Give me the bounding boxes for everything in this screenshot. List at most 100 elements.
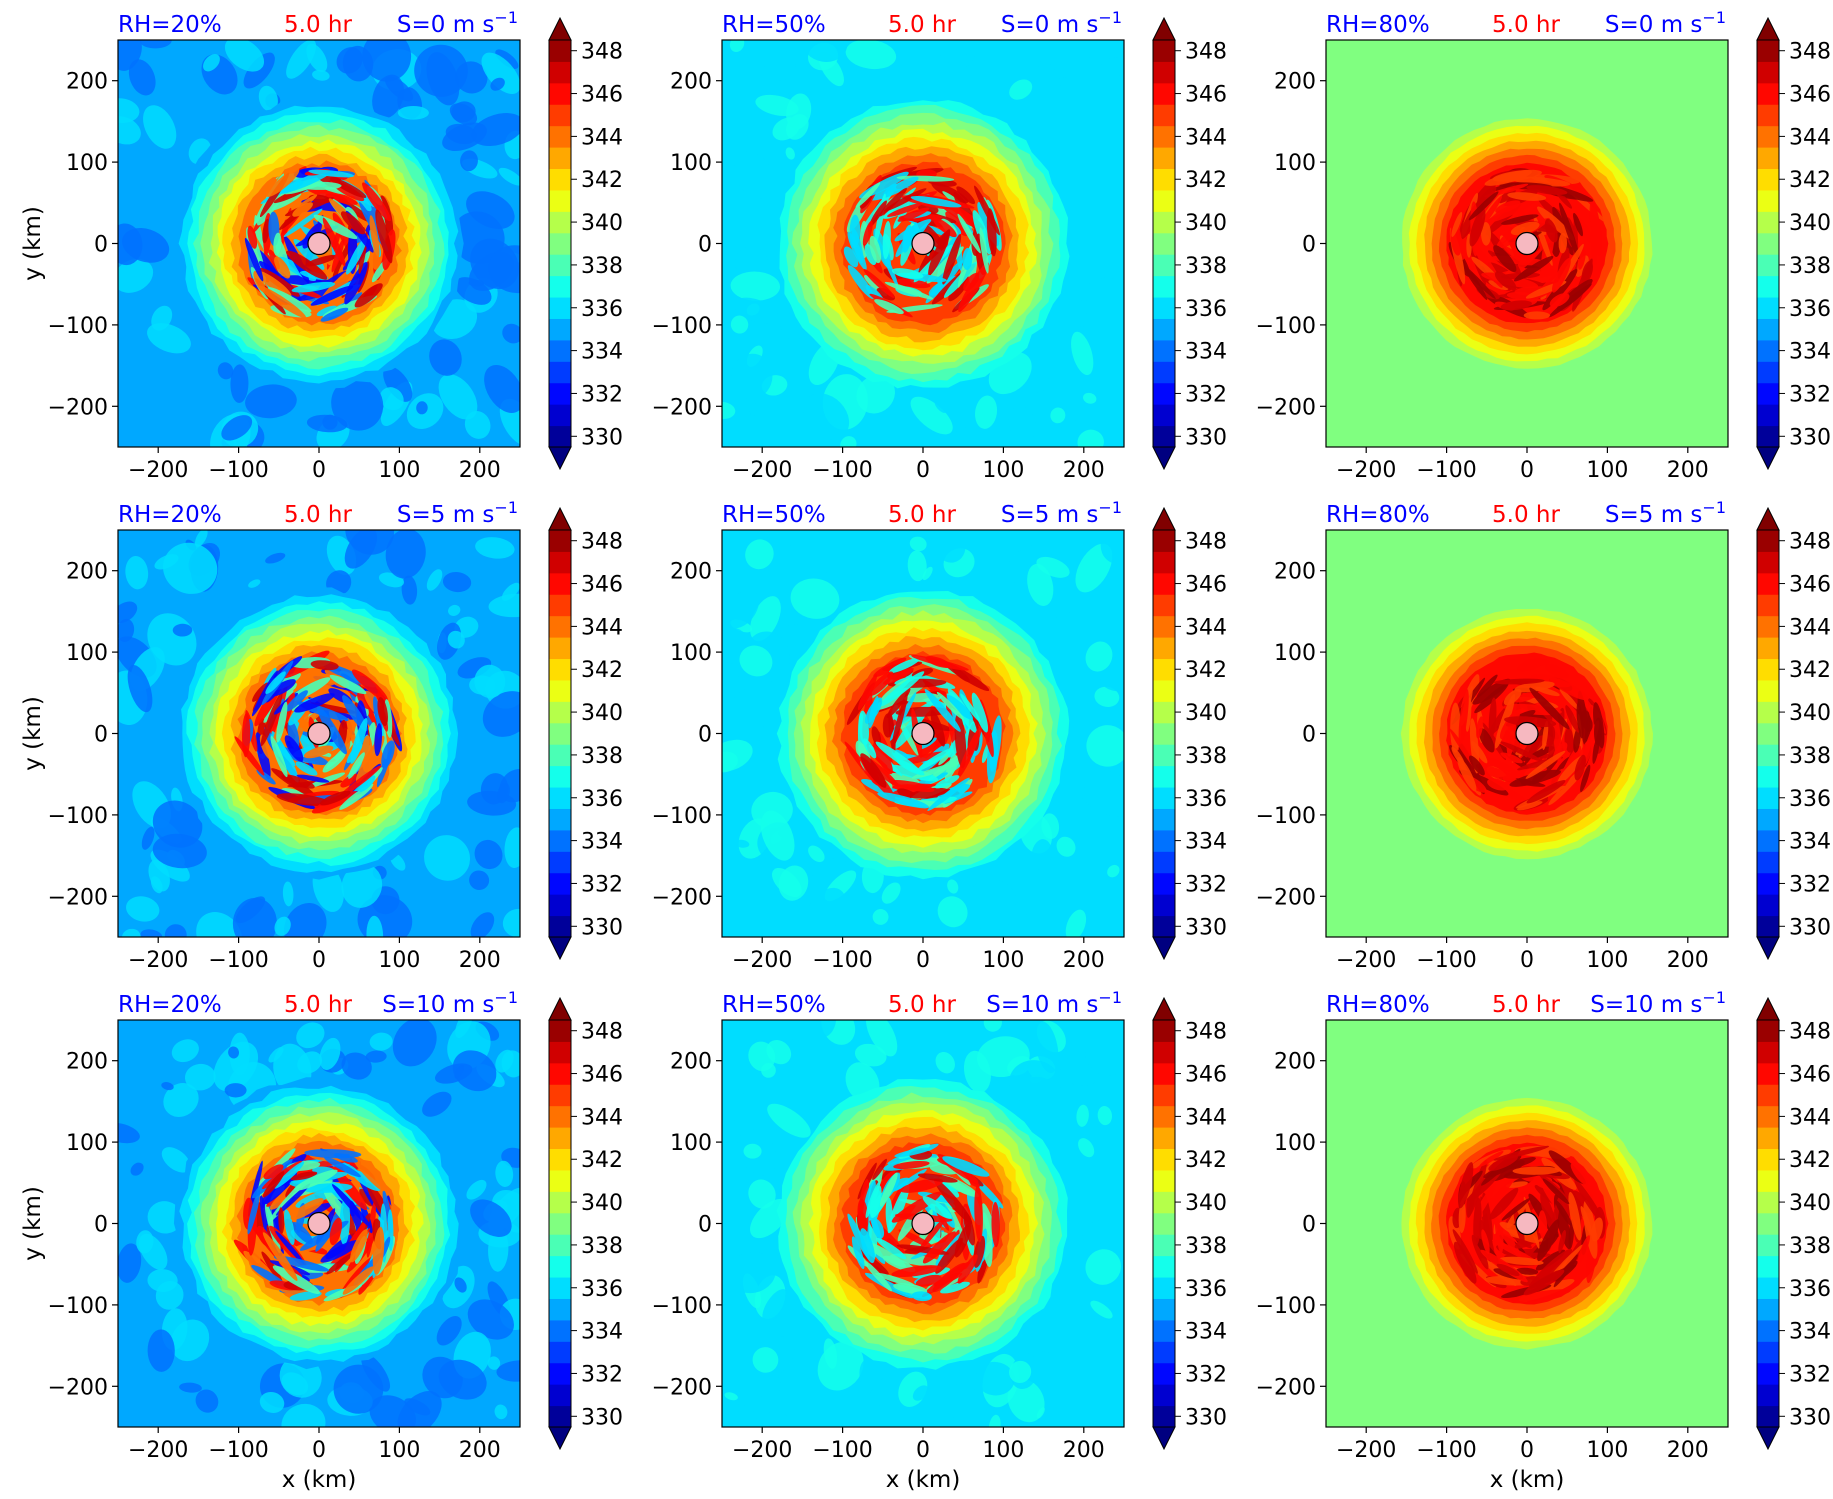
spiral-band — [372, 1226, 385, 1275]
colorbar-segment — [1757, 1319, 1779, 1342]
colorbar-segment — [1153, 894, 1175, 917]
colorbar-segment — [1757, 851, 1779, 874]
spiral-band — [373, 696, 383, 731]
spiral-band — [898, 1229, 934, 1249]
colorbar-segment — [549, 872, 571, 895]
colorbar-tick-label: 336 — [581, 297, 623, 322]
spiral-band — [1578, 249, 1586, 270]
spiral-band — [1498, 188, 1516, 204]
spiral-band — [284, 1209, 295, 1246]
environment-blob — [127, 664, 153, 713]
colorbar-tick-label: 338 — [1789, 254, 1831, 279]
environment-blob — [296, 1022, 325, 1049]
colorbar-segment — [1153, 744, 1175, 767]
environment-blob — [140, 929, 163, 937]
spiral-band — [329, 177, 367, 198]
spiral-band — [1535, 686, 1560, 697]
environment-blob — [229, 1032, 250, 1076]
colorbar-tick-label: 342 — [581, 168, 623, 193]
environment-blob — [935, 530, 966, 563]
y-tick-label: −100 — [652, 804, 712, 829]
spiral-band — [1492, 169, 1542, 182]
environment-blob — [438, 1359, 487, 1400]
spiral-band — [875, 741, 922, 775]
environment-blob — [217, 362, 234, 380]
spiral-band — [316, 305, 337, 317]
spiral-band — [888, 1183, 905, 1216]
environment-blob — [823, 1338, 838, 1369]
spiral-band — [924, 689, 961, 732]
environment-blob — [1036, 556, 1070, 578]
spiral-band — [331, 1184, 372, 1228]
colorbar-segment — [1153, 297, 1175, 319]
colorbar-segment — [1153, 125, 1175, 148]
colorbar-tick-label: 340 — [1185, 701, 1227, 726]
colorbar-segment — [1153, 787, 1175, 809]
spiral-band — [351, 669, 388, 702]
spiral-band — [1500, 300, 1532, 311]
colorbar-tick-label: 336 — [1185, 1277, 1227, 1302]
colorbar-segment — [1153, 808, 1175, 831]
environment-blob — [828, 1073, 845, 1087]
environment-blob — [141, 826, 155, 850]
environment-blob — [414, 44, 468, 97]
spiral-band — [960, 693, 981, 723]
y-tick-label: −200 — [48, 1375, 108, 1400]
colorbar-segment — [1153, 1041, 1175, 1064]
spiral-band — [289, 1291, 322, 1301]
environment-blob — [1100, 654, 1124, 692]
colorbar-segment — [1757, 572, 1779, 595]
spiral-band — [889, 176, 919, 192]
colorbar-tick-label: 346 — [581, 83, 623, 108]
spiral-band — [1493, 678, 1545, 685]
colorbar-segment — [1153, 572, 1175, 595]
colorbar-extend-bottom — [1152, 446, 1176, 471]
colorbar-segment — [549, 787, 571, 809]
spiral-band — [986, 208, 997, 257]
spiral-band — [1570, 1163, 1588, 1186]
colorbar-tick-label: 340 — [581, 1191, 623, 1216]
x-tick-label: 100 — [378, 948, 420, 973]
spiral-band — [849, 214, 861, 249]
environment-blob — [909, 536, 927, 552]
spiral-band — [1455, 258, 1496, 300]
spiral-band — [1453, 1241, 1477, 1284]
colorbar-segment — [1757, 318, 1779, 341]
colorbar-segment — [1153, 1277, 1175, 1299]
environment-blob — [778, 865, 809, 901]
environment-blob — [265, 552, 286, 564]
spiral-band — [290, 1198, 324, 1220]
colorbar-segment — [1153, 1191, 1175, 1214]
spiral-band — [894, 1147, 932, 1158]
panel-title-time: 5.0 hr — [1492, 502, 1560, 528]
colorbar-segment — [1153, 551, 1175, 574]
colorbar-segment — [1757, 1362, 1779, 1385]
environment-blob — [392, 1020, 437, 1067]
colorbar-segment — [1757, 1062, 1779, 1085]
environment-blob — [1041, 813, 1060, 840]
environment-blob — [224, 1083, 247, 1098]
environment-blob — [170, 1319, 210, 1362]
environment-blob — [817, 557, 833, 573]
y-tick-label: 0 — [1302, 723, 1316, 748]
y-tick-label: −200 — [1256, 395, 1316, 420]
x-tick-label: 100 — [1586, 948, 1628, 973]
spiral-band — [1487, 778, 1509, 791]
colorbar-segment — [549, 551, 571, 574]
environment-blob — [1007, 1379, 1045, 1423]
spiral-band — [322, 751, 346, 773]
colorbar-segment — [1153, 404, 1175, 427]
colorbar-tick-label: 338 — [581, 1234, 623, 1259]
spiral-band — [1514, 691, 1538, 703]
panel-title-rh: RH=50% — [722, 502, 826, 528]
spiral-band — [1475, 763, 1516, 782]
spiral-band — [1551, 258, 1571, 293]
panel-1: −200 −200 −100 −100 0 0 100 100 200 200 RH=20% 5.0 … — [20, 8, 623, 483]
colorbar: 330 332 334 336 338 340 342 344 346 348 — [1756, 506, 1831, 961]
colorbar-tick-label: 334 — [1185, 830, 1227, 855]
x-tick-label: 200 — [1667, 458, 1709, 483]
spiral-band — [1511, 1289, 1571, 1302]
spiral-band — [283, 208, 323, 238]
y-tick-label: 0 — [94, 233, 108, 258]
spiral-band — [1499, 1256, 1544, 1266]
